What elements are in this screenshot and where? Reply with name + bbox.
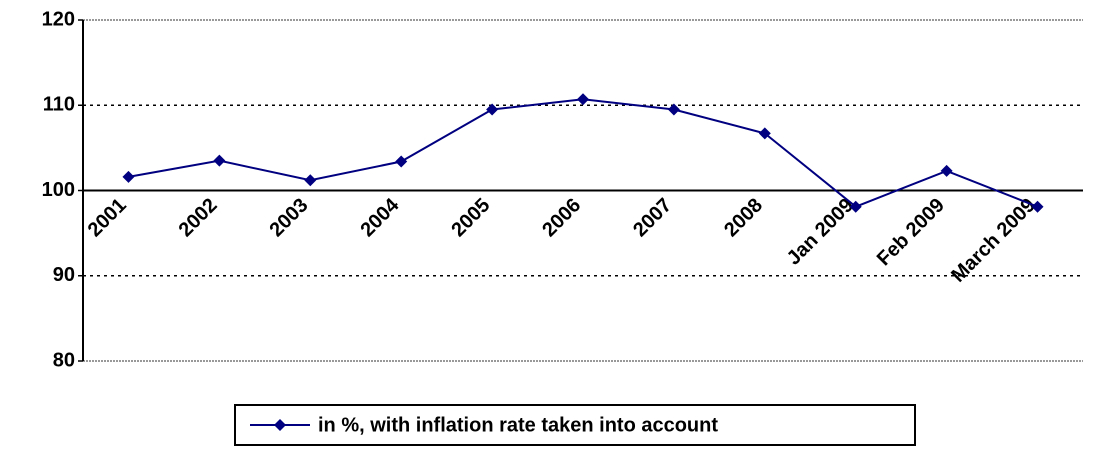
x-tick-label: 2005: [447, 194, 494, 241]
data-point: [213, 154, 226, 167]
data-point: [395, 155, 408, 168]
data-point: [122, 170, 135, 183]
y-tick-label: 110: [43, 94, 75, 116]
data-point: [577, 93, 589, 106]
data-point: [1031, 200, 1044, 213]
legend-marker: [274, 419, 286, 431]
data-point: [940, 164, 953, 177]
x-tick-label: Jan 2009: [783, 194, 858, 269]
x-tick-label: 2008: [720, 194, 767, 241]
legend-box: [234, 404, 916, 446]
x-tick-label: 2001: [84, 194, 131, 241]
x-tick-label: 2007: [629, 194, 676, 241]
y-tick-label: 120: [42, 8, 75, 30]
y-tick-label: 100: [42, 179, 75, 201]
x-tick-label: 2003: [266, 194, 313, 241]
x-tick-label: 2002: [175, 194, 222, 241]
x-tick-label: Feb 2009: [873, 194, 949, 270]
data-point: [758, 127, 771, 140]
y-tick-label: 80: [53, 349, 75, 371]
data-point: [486, 103, 499, 116]
data-point: [667, 103, 680, 116]
x-tick-label: 2006: [538, 194, 585, 241]
x-tick-label: 2004: [356, 194, 404, 242]
x-tick-label: March 2009: [947, 194, 1040, 287]
data-point: [304, 174, 317, 187]
data-point: [849, 200, 862, 213]
legend-label: in %, with inflation rate taken into acc…: [318, 414, 718, 436]
y-tick-label: 90: [53, 264, 75, 286]
